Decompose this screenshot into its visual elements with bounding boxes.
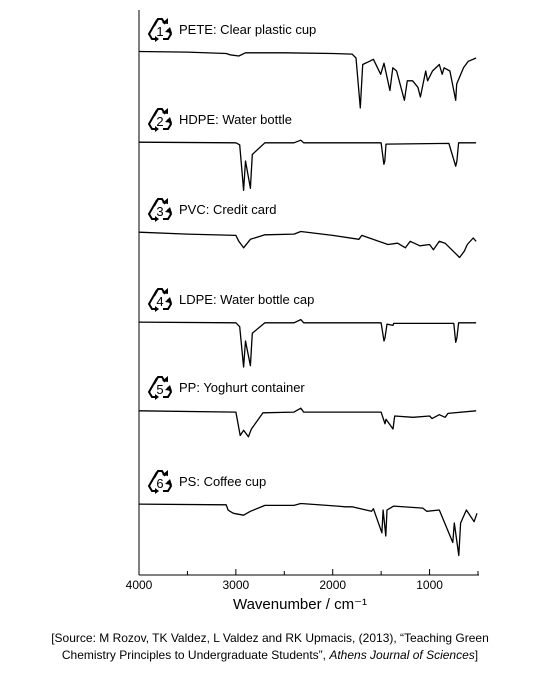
spectrum-line — [138, 407, 477, 438]
source-journal: Athens Journal of Sciences — [328, 648, 474, 662]
spectrum-label: 4 LDPE: Water bottle cap — [147, 288, 314, 312]
x-tick-label: 3000 — [223, 578, 250, 592]
resin-code: 4 — [156, 294, 163, 309]
spectrum-label: 6 PS: Coffee cup — [147, 470, 266, 494]
spectrum-name: PVC: Credit card — [179, 202, 277, 217]
spectrum-label: 3 PVC: Credit card — [147, 198, 277, 222]
recycle-arrowhead — [155, 376, 172, 400]
spectrum-line — [138, 230, 477, 259]
spectrum-name: PETE: Clear plastic cup — [179, 22, 316, 37]
resin-code: 2 — [156, 114, 163, 129]
spectrum-line — [138, 502, 478, 557]
spectrum-line — [138, 139, 477, 191]
source-line: Chemistry Principles to Undergraduate St… — [62, 648, 478, 662]
spectrum-name: PP: Yoghurt container — [179, 380, 305, 395]
recycle-arrowhead — [155, 108, 172, 132]
resin-code: 5 — [156, 382, 163, 397]
resin-code: 3 — [156, 204, 163, 219]
recycle-arrowhead — [155, 18, 172, 42]
spectrum-label: 1 PETE: Clear plastic cup — [147, 18, 316, 42]
x-tick-label: 2000 — [319, 578, 346, 592]
spectrum-line — [138, 50, 477, 109]
x-tick-label: 4000 — [126, 578, 153, 592]
spectrum-name: LDPE: Water bottle cap — [179, 292, 314, 307]
spectrum-name: HDPE: Water bottle — [179, 112, 292, 127]
recycle-arrowhead — [155, 288, 172, 312]
recycle-arrowhead — [155, 198, 172, 222]
x-axis-label: Wavenumber / cm⁻¹ — [233, 596, 367, 613]
source-text: Chemistry Principles to Undergraduate St… — [62, 648, 329, 662]
source-end: ] — [475, 648, 478, 662]
spectrum-line — [138, 318, 477, 368]
source-line: [Source: M Rozov, TK Valdez, L Valdez an… — [51, 631, 489, 645]
spectrum-label: 5 PP: Yoghurt container — [147, 376, 305, 400]
spectrum-name: PS: Coffee cup — [179, 474, 266, 489]
spectrum-label: 2 HDPE: Water bottle — [147, 108, 292, 132]
recycle-arrowhead — [155, 470, 172, 494]
resin-code: 6 — [156, 476, 163, 491]
x-tick-label: 1000 — [416, 578, 443, 592]
resin-code: 1 — [156, 24, 163, 39]
